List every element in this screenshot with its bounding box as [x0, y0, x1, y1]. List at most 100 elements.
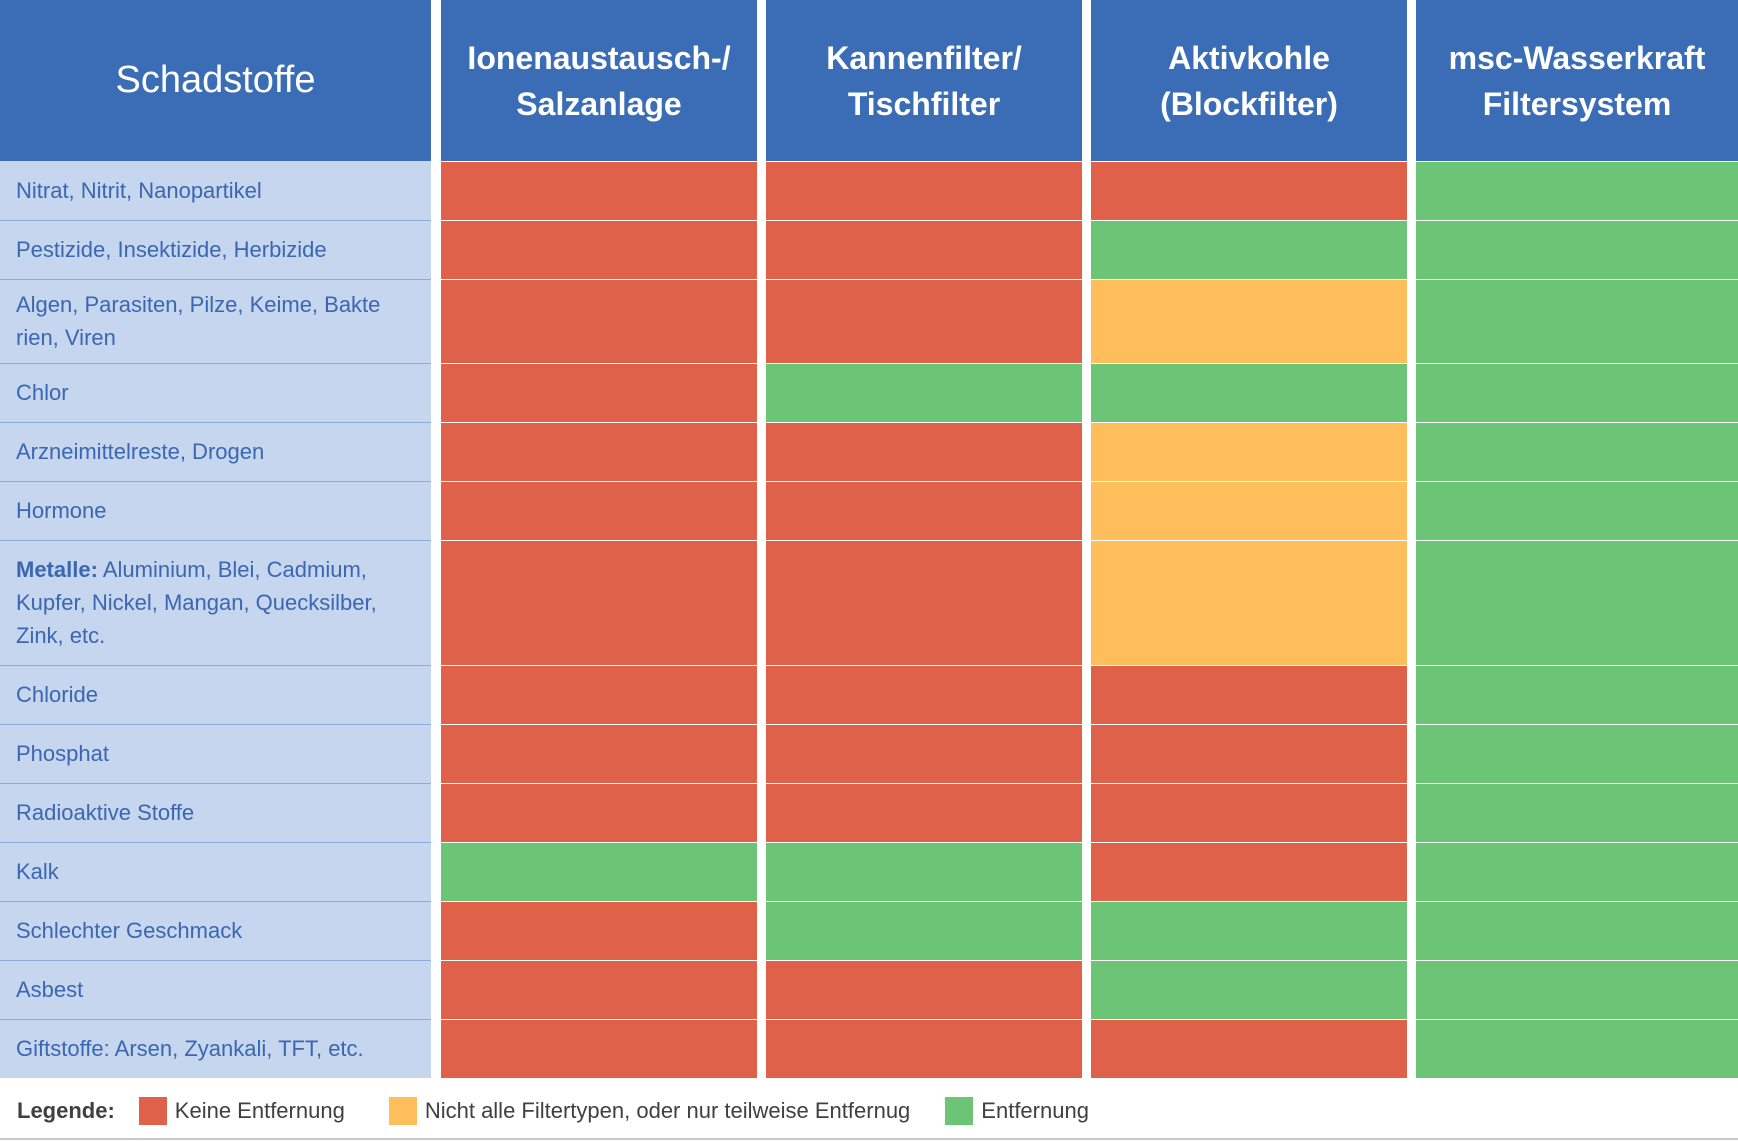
row-label-line: Zink, etc. [16, 623, 106, 648]
rating-cell-full [1416, 162, 1738, 220]
rating-cell-none [441, 162, 757, 220]
column-header-line: Kannenfilter/ [826, 39, 1022, 76]
legend: Legende: Keine Entfernung Nicht alle Fil… [0, 1080, 1738, 1141]
rating-cell-none [441, 725, 757, 783]
rating-cell-partial [1091, 423, 1407, 481]
row-label: Giftstoffe: Arsen, Zyankali, TFT, etc. [0, 1019, 431, 1078]
row-separator [0, 220, 431, 221]
rating-cell-full [1416, 541, 1738, 665]
legend-title: Legende: [17, 1097, 115, 1123]
legend-item-none: Keine Entfernung [138, 1096, 345, 1125]
rating-cell-none [1091, 725, 1407, 783]
rating-cell-full [1091, 364, 1407, 422]
rating-cell-full [1091, 961, 1407, 1019]
rating-cell-none [441, 784, 757, 842]
comparison-matrix: Schadstoffe Ionenaustausch-/ Salzanlage Kan… [0, 0, 1738, 1078]
row-label: Asbest [0, 960, 431, 1019]
rating-cell-full [441, 843, 757, 901]
column-header-line: Tischfilter [847, 85, 1001, 122]
legend-label-none: Keine Entfernung [174, 1097, 345, 1123]
rating-cell-none [441, 541, 757, 665]
row-label-line: Phosphat [16, 741, 109, 766]
row-label-line: Algen, Parasiten, Pilze, Keime, Bakte [16, 292, 381, 317]
row-label: Chloride [0, 665, 431, 724]
column-header-line: Filtersystem [1482, 85, 1672, 122]
row-label-line: Radioaktive Stoffe [16, 800, 195, 825]
rating-cell-partial [1091, 541, 1407, 665]
rating-cell-none [441, 482, 757, 540]
rating-cell-none [766, 725, 1082, 783]
row-label-text: Aluminium, Blei, Cadmium, [97, 557, 367, 582]
header-pollutants: Schadstoffe [0, 0, 431, 161]
row-separator [0, 665, 431, 666]
legend-divider [0, 1138, 1738, 1140]
row-separator [0, 481, 431, 482]
rating-cell-none [1091, 162, 1407, 220]
rating-cell-full [1416, 364, 1738, 422]
rating-cell-none [441, 1020, 757, 1078]
rating-cell-none [441, 961, 757, 1019]
rating-cell-none [1091, 843, 1407, 901]
row-label-line: Hormone [16, 498, 107, 523]
legend-item-partial: Nicht alle Filtertypen, oder nur teilwei… [388, 1096, 911, 1125]
rating-cell-full [1416, 423, 1738, 481]
rating-cell-full [766, 902, 1082, 960]
rating-cell-none [766, 961, 1082, 1019]
row-label-bold: Metalle: [16, 557, 98, 582]
row-label: Hormone [0, 481, 431, 540]
row-label: Phosphat [0, 724, 431, 783]
rating-cell-none [1091, 1020, 1407, 1078]
rating-cell-full [1416, 221, 1738, 279]
rating-cell-full [1416, 280, 1738, 363]
row-separator [0, 363, 431, 364]
rating-cell-none [766, 162, 1082, 220]
rating-cell-none [441, 902, 757, 960]
row-label: Schlechter Geschmack [0, 901, 431, 960]
rating-cell-none [1091, 666, 1407, 724]
legend-item-full: Entfernung [945, 1096, 1089, 1125]
legend-swatch-none [138, 1096, 167, 1125]
row-label: Algen, Parasiten, Pilze, Keime, Bakte rie… [0, 279, 431, 363]
row-label-line: Kalk [16, 859, 59, 884]
column-header-2: Kannenfilter/Tischfilter [766, 0, 1082, 161]
row-label-line: Nitrat, Nitrit, Nanopartikel [16, 178, 262, 203]
rating-cell-none [441, 364, 757, 422]
row-separator [0, 1019, 431, 1020]
rating-cell-none [766, 423, 1082, 481]
row-separator [0, 279, 431, 280]
row-label-line: Metalle: Aluminium, Blei, Cadmium, [16, 553, 377, 586]
rating-cell-partial [1091, 280, 1407, 363]
rating-cell-full [1416, 843, 1738, 901]
row-label: Metalle: Aluminium, Blei, Cadmium, Kupfer… [0, 540, 431, 665]
rating-cell-none [441, 666, 757, 724]
column-header-line: (Blockfilter) [1160, 85, 1338, 122]
row-separator [0, 901, 431, 902]
row-label-line: Chlor [16, 380, 69, 405]
column-header-3: Aktivkohle (Blockfilter) [1091, 0, 1407, 161]
row-label: Chlor [0, 363, 431, 422]
rating-cell-none [441, 280, 757, 363]
rating-cell-full [766, 843, 1082, 901]
rating-cell-none [441, 221, 757, 279]
legend-swatch-partial [388, 1096, 417, 1125]
legend-label-partial: Nicht alle Filtertypen, oder nur teilwei… [424, 1097, 911, 1123]
row-separator [0, 724, 431, 725]
header-pollutants-label: Schadstoffe [115, 59, 316, 101]
row-separator [0, 540, 431, 541]
row-label-line: Arzneimittelreste, Drogen [16, 439, 265, 464]
rating-cell-none [766, 221, 1082, 279]
row-separator [0, 783, 431, 784]
rating-cell-partial [1091, 482, 1407, 540]
rating-cell-full [766, 364, 1082, 422]
rating-cell-full [1416, 666, 1738, 724]
rating-cell-full [1091, 221, 1407, 279]
rating-cell-full [1416, 482, 1738, 540]
row-label: Radioaktive Stoffe [0, 783, 431, 842]
rating-cell-full [1416, 961, 1738, 1019]
column-header-line: Aktivkohle [1168, 39, 1330, 76]
row-label-line: Asbest [16, 977, 84, 1002]
row-separator [0, 842, 431, 843]
column-header-line: Salzanlage [516, 85, 682, 122]
row-label: Arzneimittelreste, Drogen [0, 422, 431, 481]
row-label: Pestizide, Insektizide, Herbizide [0, 220, 431, 279]
